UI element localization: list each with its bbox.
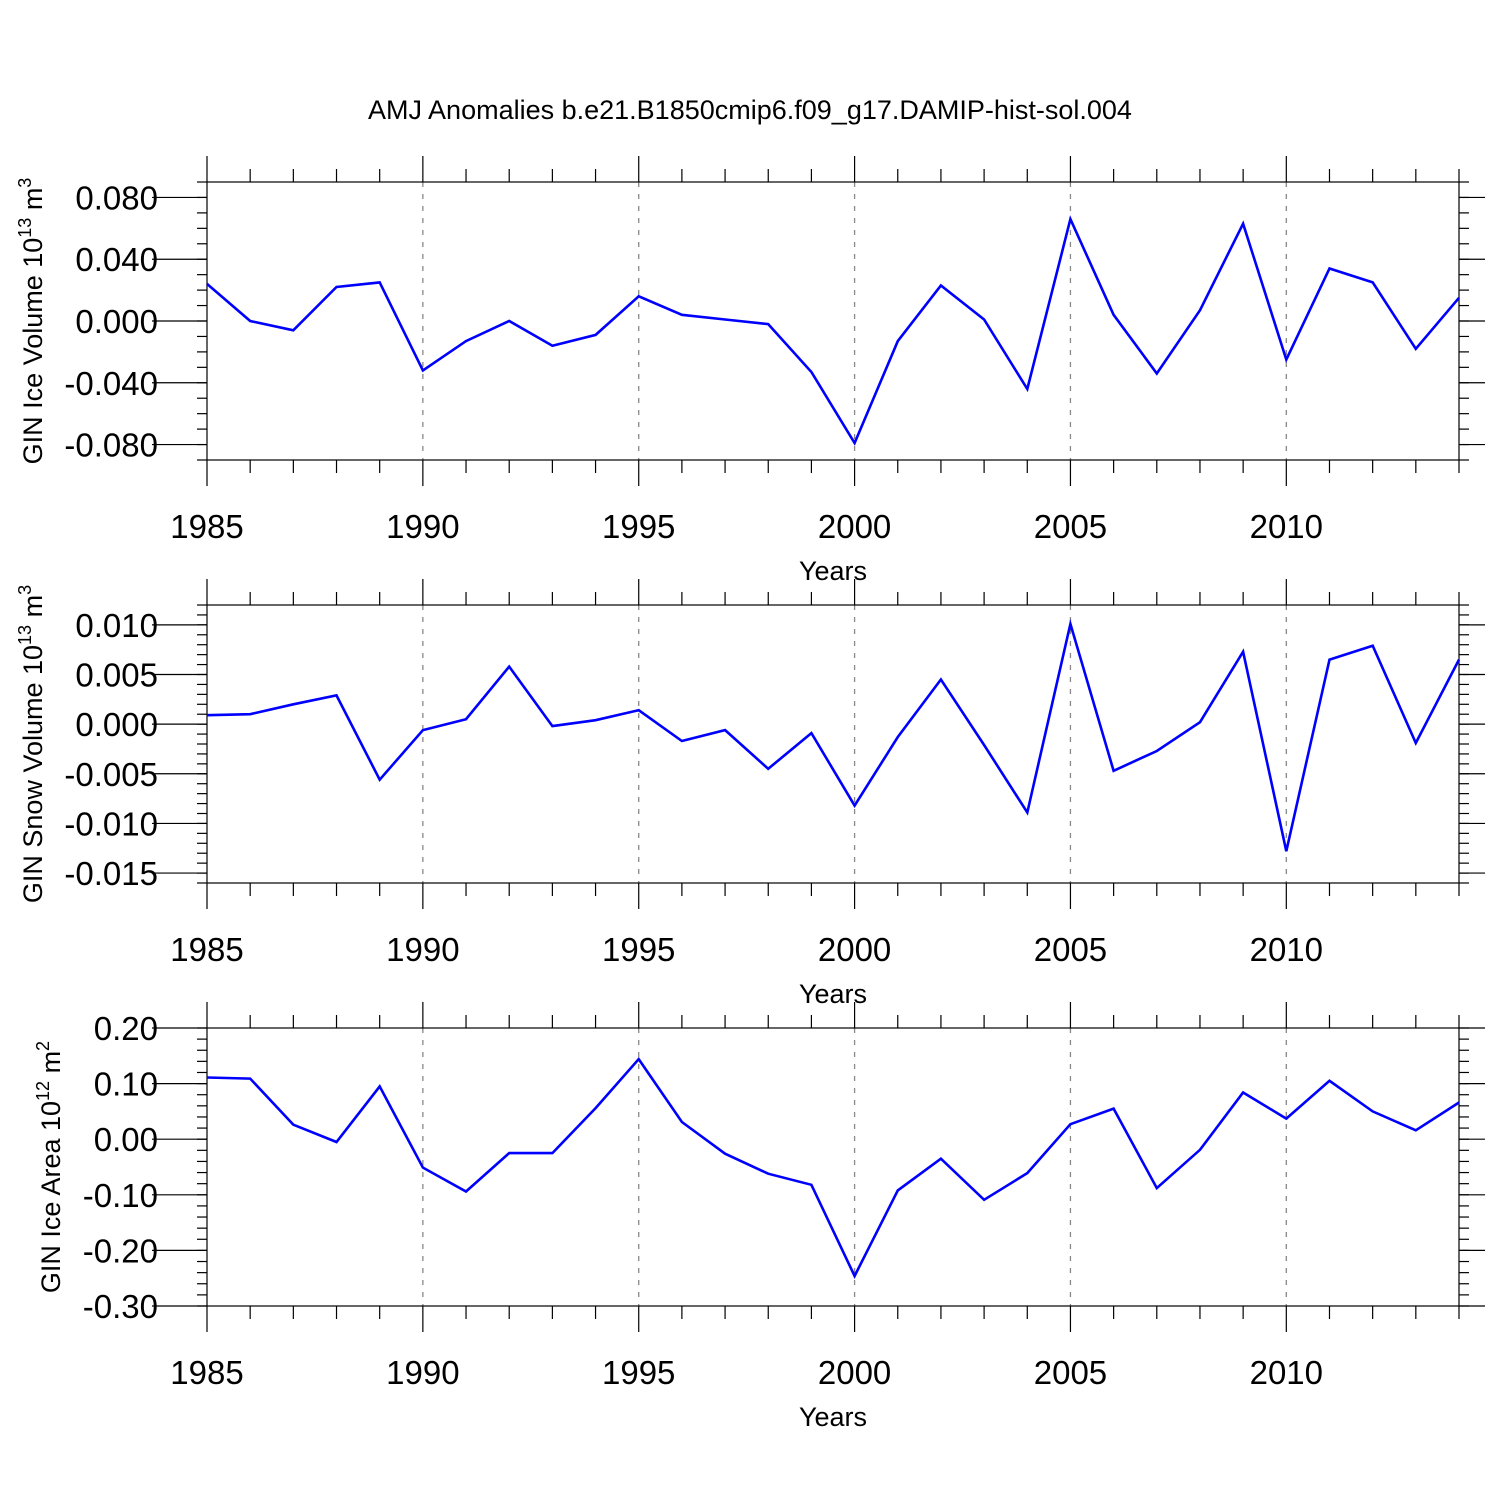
x-tick-label: 1995 [602,508,675,545]
x-tick-label: 1985 [170,1354,243,1391]
y-tick-label: -0.040 [64,365,158,402]
x-tick-label: 2000 [818,508,891,545]
x-tick-label: 1995 [602,1354,675,1391]
x-tick-label: 2000 [818,931,891,968]
y-axis-title: GIN Ice Area 1012 m2 [33,1041,66,1293]
y-tick-label: 0.00 [94,1121,158,1158]
x-axis-title: Years [799,556,867,586]
y-tick-label: -0.015 [64,855,158,892]
x-tick-label: 1990 [386,508,459,545]
y-tick-label: -0.20 [83,1232,158,1269]
x-tick-label: 1995 [602,931,675,968]
ice-volume-panel: -0.080 -0.040 0.000 0.040 0.080 1985 1990 1995 2… [15,156,1485,586]
y-tick-label: 0.040 [75,241,158,278]
y-tick-label: 0.080 [75,179,158,216]
y-tick-label: 0.000 [75,706,158,743]
x-tick-label: 2005 [1034,1354,1107,1391]
figure-title: AMJ Anomalies b.e21.B1850cmip6.f09_g17.D… [368,95,1132,125]
x-axis-title: Years [799,979,867,1009]
x-tick-label: 1990 [386,1354,459,1391]
y-tick-label: -0.080 [64,427,158,464]
y-tick-label: -0.10 [83,1177,158,1214]
x-tick-label: 2000 [818,1354,891,1391]
x-tick-label: 2010 [1250,931,1323,968]
y-tick-label: -0.005 [64,756,158,793]
x-tick-label: 1985 [170,931,243,968]
y-tick-label: 0.20 [94,1010,158,1047]
plot-frame [206,181,1460,461]
y-tick-label: -0.010 [64,805,158,842]
ice-volume-line [206,215,1460,446]
x-tick-label: 2005 [1034,931,1107,968]
plot-frame [206,1027,1460,1307]
y-tick-label: 0.010 [75,607,158,644]
x-tick-label: 1985 [170,508,243,545]
y-tick-label: 0.10 [94,1066,158,1103]
ice-area-panel: -0.30 -0.20 -0.10 0.00 0.10 0.20 1985 1990 1995 2… [33,1002,1485,1432]
x-tick-label: 2010 [1250,508,1323,545]
y-tick-label: 0.000 [75,303,158,340]
y-tick-label: 0.005 [75,657,158,694]
x-tick-label: 2005 [1034,508,1107,545]
x-axis-title: Years [799,1402,867,1432]
y-tick-label: -0.30 [83,1288,158,1325]
x-tick-label: 2010 [1250,1354,1323,1391]
snow-volume-line [206,618,1461,852]
y-axis-title: GIN Ice Volume 1013 m3 [15,178,48,465]
ice-area-line [206,1056,1460,1279]
plot-frame [206,604,1460,884]
x-tick-label: 1990 [386,931,459,968]
snow-volume-panel: -0.015 -0.010 -0.005 0.000 0.005 0.010 1985 199… [15,579,1485,1009]
y-axis-title: GIN Snow Volume 1013 m3 [15,585,48,903]
